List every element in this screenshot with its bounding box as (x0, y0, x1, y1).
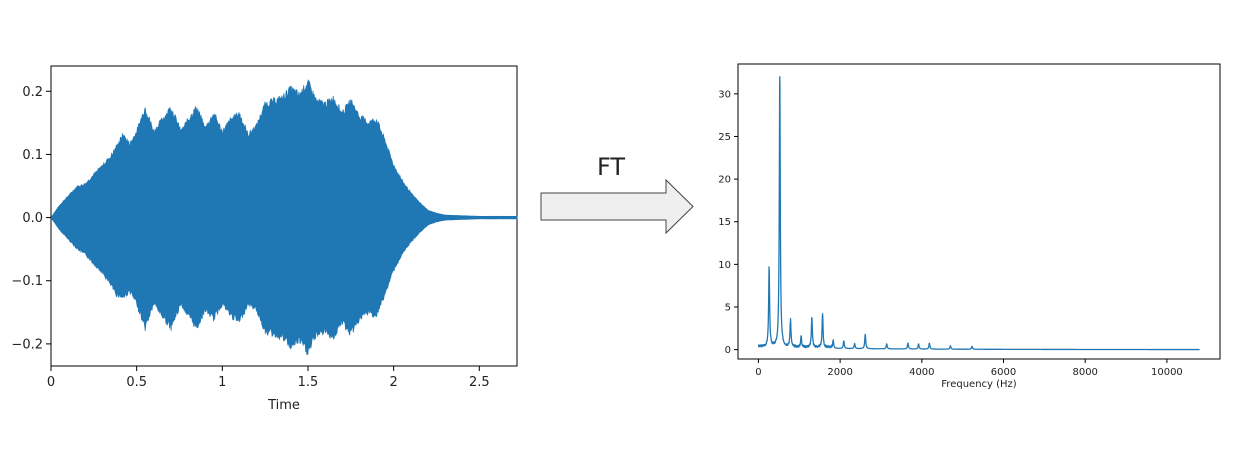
waveform-y-tick-label: 0.1 (22, 148, 43, 163)
spectrum-x-tick-label: 0 (755, 367, 761, 378)
spectrum-x-tick-label: 10000 (1151, 367, 1183, 378)
spectrum-x-tick-label: 4000 (909, 367, 934, 378)
ft-label: FT (597, 153, 625, 181)
waveform-y-ticks: 0.2 0.1 0.0 −0.1 −0.2 (11, 85, 51, 352)
waveform-x-axis-label: Time (267, 398, 300, 413)
spectrum-chart: 0 2000 4000 6000 8000 10000 30 25 20 15 10 5 0 Freq… (718, 63, 1221, 390)
spectrum-y-tick-label: 0 (725, 345, 731, 356)
spectrum-y-tick-label: 20 (718, 175, 731, 186)
waveform-x-tick-label: 0.5 (126, 375, 147, 390)
waveform-x-ticks: 0 0.5 1 1.5 2 2.5 (47, 366, 490, 390)
waveform-y-tick-label: −0.1 (11, 274, 43, 289)
waveform-x-tick-label: 0 (47, 375, 55, 390)
spectrum-y-tick-label: 5 (725, 302, 731, 313)
waveform-x-tick-label: 2 (390, 375, 398, 390)
waveform-x-tick-label: 2.5 (469, 375, 490, 390)
spectrum-line (757, 76, 1201, 351)
spectrum-x-tick-label: 8000 (1072, 367, 1097, 378)
ft-arrow-group: FT (540, 153, 694, 235)
spectrum-x-axis-label: Frequency (Hz) (941, 379, 1017, 390)
spectrum-y-ticks: 30 25 20 15 10 5 0 (718, 89, 738, 356)
spectrum-x-ticks: 0 2000 4000 6000 8000 10000 (755, 359, 1183, 378)
waveform-y-tick-label: −0.2 (11, 337, 43, 352)
waveform-chart: 0 0.5 1 1.5 2 2.5 0.2 0.1 0.0 −0.1 −0.2 Time (11, 65, 518, 413)
spectrum-plot-frame (737, 63, 1221, 360)
spectrum-y-tick-label: 10 (718, 260, 731, 271)
waveform-area (50, 79, 518, 356)
waveform-x-tick-label: 1 (218, 375, 226, 390)
waveform-x-tick-label: 1.5 (298, 375, 319, 390)
right-arrow-icon (540, 178, 694, 235)
waveform-y-tick-label: 0.0 (22, 211, 43, 226)
spectrum-x-tick-label: 2000 (827, 367, 852, 378)
waveform-y-tick-label: 0.2 (22, 85, 43, 100)
spectrum-y-tick-label: 25 (718, 132, 731, 143)
spectrum-x-tick-label: 6000 (991, 367, 1016, 378)
spectrum-y-tick-label: 15 (718, 217, 731, 228)
spectrum-y-tick-label: 30 (718, 89, 731, 100)
